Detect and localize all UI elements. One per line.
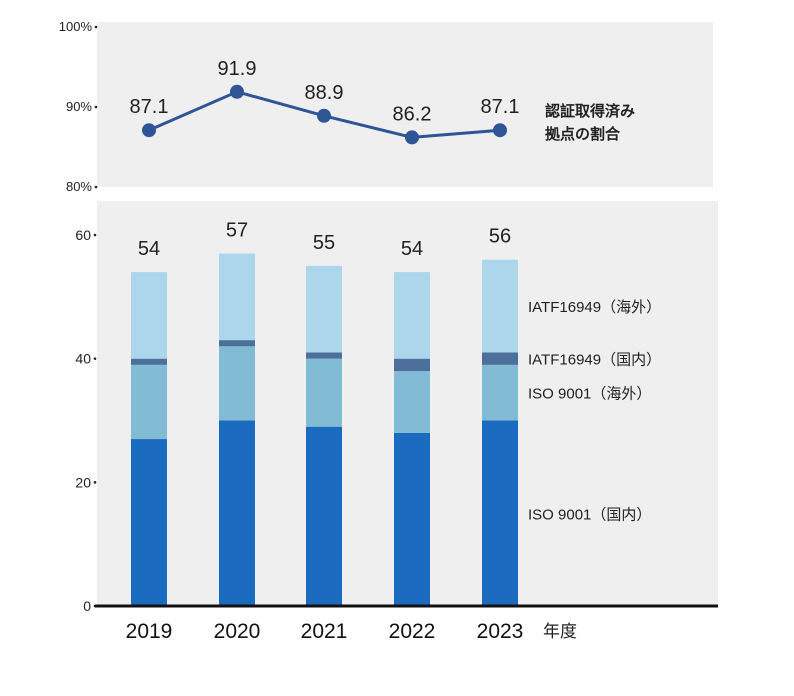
bar-segment	[131, 358, 167, 365]
x-tick-label: 2020	[214, 620, 261, 643]
x-tick-label: 2019	[126, 620, 173, 643]
bar-segment	[219, 253, 255, 341]
line-value-label: 86.2	[393, 103, 432, 125]
bar-segment	[394, 371, 430, 433]
bar-y-tick-mark	[93, 357, 97, 360]
bar-segment	[482, 259, 518, 353]
bar-segment	[131, 439, 167, 606]
line-point	[230, 84, 244, 99]
line-point	[405, 130, 419, 145]
x-tick-label: 2023	[477, 620, 524, 643]
line-value-label: 88.9	[305, 82, 344, 104]
bar-segment	[219, 420, 255, 606]
bar-segment	[306, 265, 342, 353]
legend-entry: ISO 9001（海外）	[528, 386, 651, 403]
bar-y-tick-label: 60	[75, 227, 91, 243]
bar-segment	[131, 272, 167, 359]
bar-chart: 0 20 40 60 54 2019 57 2020 55 2021 54 2022 56 2023 ISO…	[75, 220, 718, 643]
bar-segment	[482, 364, 518, 421]
bar-segment	[306, 358, 342, 427]
x-axis-title: 年度	[543, 622, 577, 641]
line-value-label: 87.1	[481, 96, 520, 118]
line-series-label-line-2: 拠点の割合	[545, 125, 621, 143]
line-panel-background	[97, 22, 713, 187]
line-y-tick-mark	[94, 25, 98, 29]
bar-total-label: 54	[401, 238, 423, 260]
line-series-label-line-1: 認証取得済み	[545, 102, 635, 120]
line-value-label: 87.1	[130, 96, 169, 118]
bar-total-label: 54	[138, 238, 160, 260]
bar-segment	[482, 352, 518, 365]
bar-segment	[306, 426, 342, 606]
line-y-tick-label: 100%	[59, 19, 93, 34]
line-y-tick-mark	[94, 185, 98, 189]
line-chart: 80% 90% 100% 87.1 91.9 88.9 86.2 87.1	[59, 19, 520, 194]
bar-segment	[131, 364, 167, 440]
bar-segment	[394, 358, 430, 372]
bar-y-tick-label: 40	[75, 351, 91, 367]
legend-entry: IATF16949（国内）	[528, 352, 661, 369]
bar-segment	[219, 340, 255, 347]
bar-segment	[394, 272, 430, 359]
bar-segment	[482, 420, 518, 606]
legend-entry: ISO 9001（国内）	[528, 506, 651, 523]
bar-segment	[219, 346, 255, 421]
bar-y-tick-label: 0	[83, 598, 91, 614]
bar-total-label: 56	[489, 226, 511, 248]
x-tick-label: 2022	[389, 620, 436, 643]
bar-total-label: 57	[226, 220, 248, 242]
line-value-label: 91.9	[218, 58, 257, 80]
legend-entry: IATF16949（海外）	[528, 299, 661, 316]
x-tick-label: 2021	[301, 620, 348, 643]
bar-y-tick-mark	[93, 233, 97, 237]
line-point	[317, 108, 331, 123]
bar-total-label: 55	[313, 232, 335, 254]
line-point	[142, 123, 156, 138]
bar-segment	[394, 432, 430, 606]
line-y-tick-mark	[94, 105, 98, 109]
bar-y-tick-mark	[93, 481, 97, 484]
line-y-tick-label: 90%	[66, 99, 92, 114]
bar-y-tick-label: 20	[75, 474, 91, 490]
line-y-tick-label: 80%	[66, 179, 92, 194]
bar-segment	[306, 352, 342, 359]
line-point	[493, 123, 507, 138]
